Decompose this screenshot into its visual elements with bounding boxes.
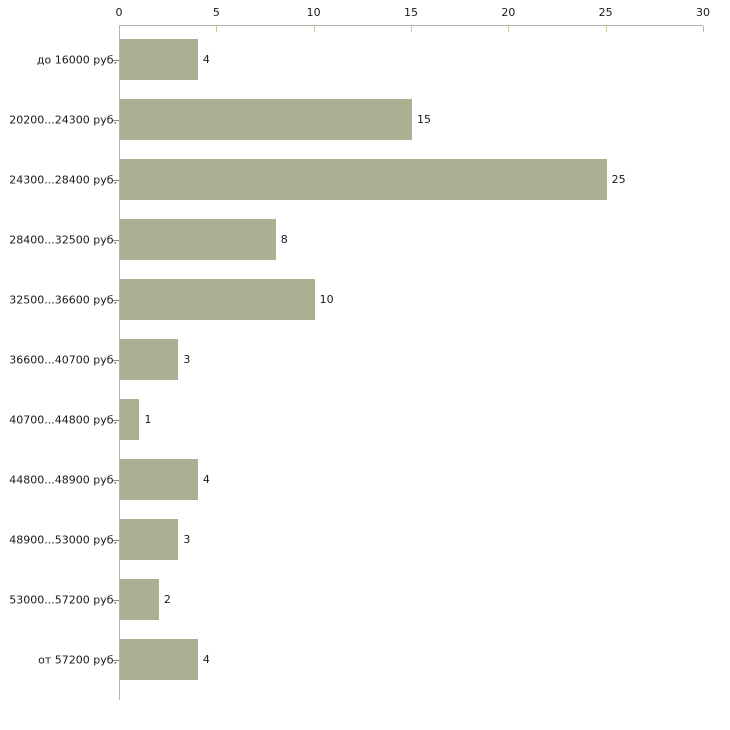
bar[interactable] [120, 219, 276, 260]
bar-value-label: 4 [202, 472, 210, 486]
y-tick-mark [113, 179, 119, 181]
y-tick-mark [113, 239, 119, 241]
y-axis-category-label: 36600...40700 руб. [9, 353, 117, 366]
y-tick-mark [113, 479, 119, 481]
x-tick-mark [605, 26, 607, 32]
y-tick-mark [113, 59, 119, 61]
x-tick-label: 25 [598, 6, 613, 19]
bar-value-label: 25 [611, 172, 626, 186]
bar-value-label: 4 [202, 652, 210, 666]
x-tick-mark [508, 26, 510, 32]
y-axis-category-label: 32500...36600 руб. [9, 293, 117, 306]
bar[interactable] [120, 99, 412, 140]
y-axis-category-label: 40700...44800 руб. [9, 413, 117, 426]
bar[interactable] [120, 399, 140, 440]
bar-value-label: 3 [183, 532, 191, 546]
y-tick-mark [113, 359, 119, 361]
bar-value-label: 15 [417, 112, 431, 126]
y-axis-category-label: 53000...57200 руб. [9, 593, 117, 606]
bar-value-label: 1 [144, 412, 152, 426]
y-axis-category-label: от 57200 руб. [38, 653, 117, 666]
x-axis-line [119, 25, 703, 26]
x-tick-label: 20 [501, 6, 516, 19]
bar[interactable] [120, 339, 179, 380]
x-tick-label: 10 [306, 6, 321, 19]
bar[interactable] [120, 39, 198, 80]
y-axis-category-label: 24300...28400 руб. [9, 173, 117, 186]
y-axis-category-label: 28400...32500 руб. [9, 233, 117, 246]
y-axis-category-label: 48900...53000 руб. [9, 533, 117, 546]
x-tick-mark [703, 26, 704, 32]
y-tick-mark [113, 419, 119, 421]
y-axis-category-label: 20200...24300 руб. [9, 113, 117, 126]
x-tick-mark [411, 26, 412, 32]
bar-value-label: 4 [202, 52, 210, 66]
bar[interactable] [120, 579, 159, 620]
y-tick-mark [113, 599, 119, 601]
y-axis-category-label: до 16000 руб. [36, 53, 117, 66]
y-tick-mark [113, 119, 119, 121]
x-tick-mark [119, 26, 120, 32]
x-tick-label: 5 [212, 6, 220, 19]
bar-value-label: 2 [163, 592, 171, 606]
bar[interactable] [120, 279, 315, 320]
bar[interactable] [120, 639, 198, 680]
x-tick-label: 15 [404, 6, 418, 19]
x-tick-label: 0 [115, 6, 123, 19]
y-tick-mark [113, 659, 119, 661]
bar-value-label: 3 [183, 352, 191, 366]
x-tick-mark [313, 26, 315, 32]
bar[interactable] [120, 519, 179, 560]
bar-value-label: 10 [319, 292, 334, 306]
y-axis-category-label: 44800...48900 руб. [9, 473, 117, 486]
y-tick-mark [113, 299, 119, 301]
x-tick-mark [216, 26, 218, 32]
bar[interactable] [120, 159, 607, 200]
bar-value-label: 8 [280, 232, 288, 246]
y-axis-line [119, 25, 120, 700]
bar[interactable] [120, 459, 198, 500]
x-tick-label: 30 [696, 6, 710, 19]
y-tick-mark [113, 539, 119, 541]
